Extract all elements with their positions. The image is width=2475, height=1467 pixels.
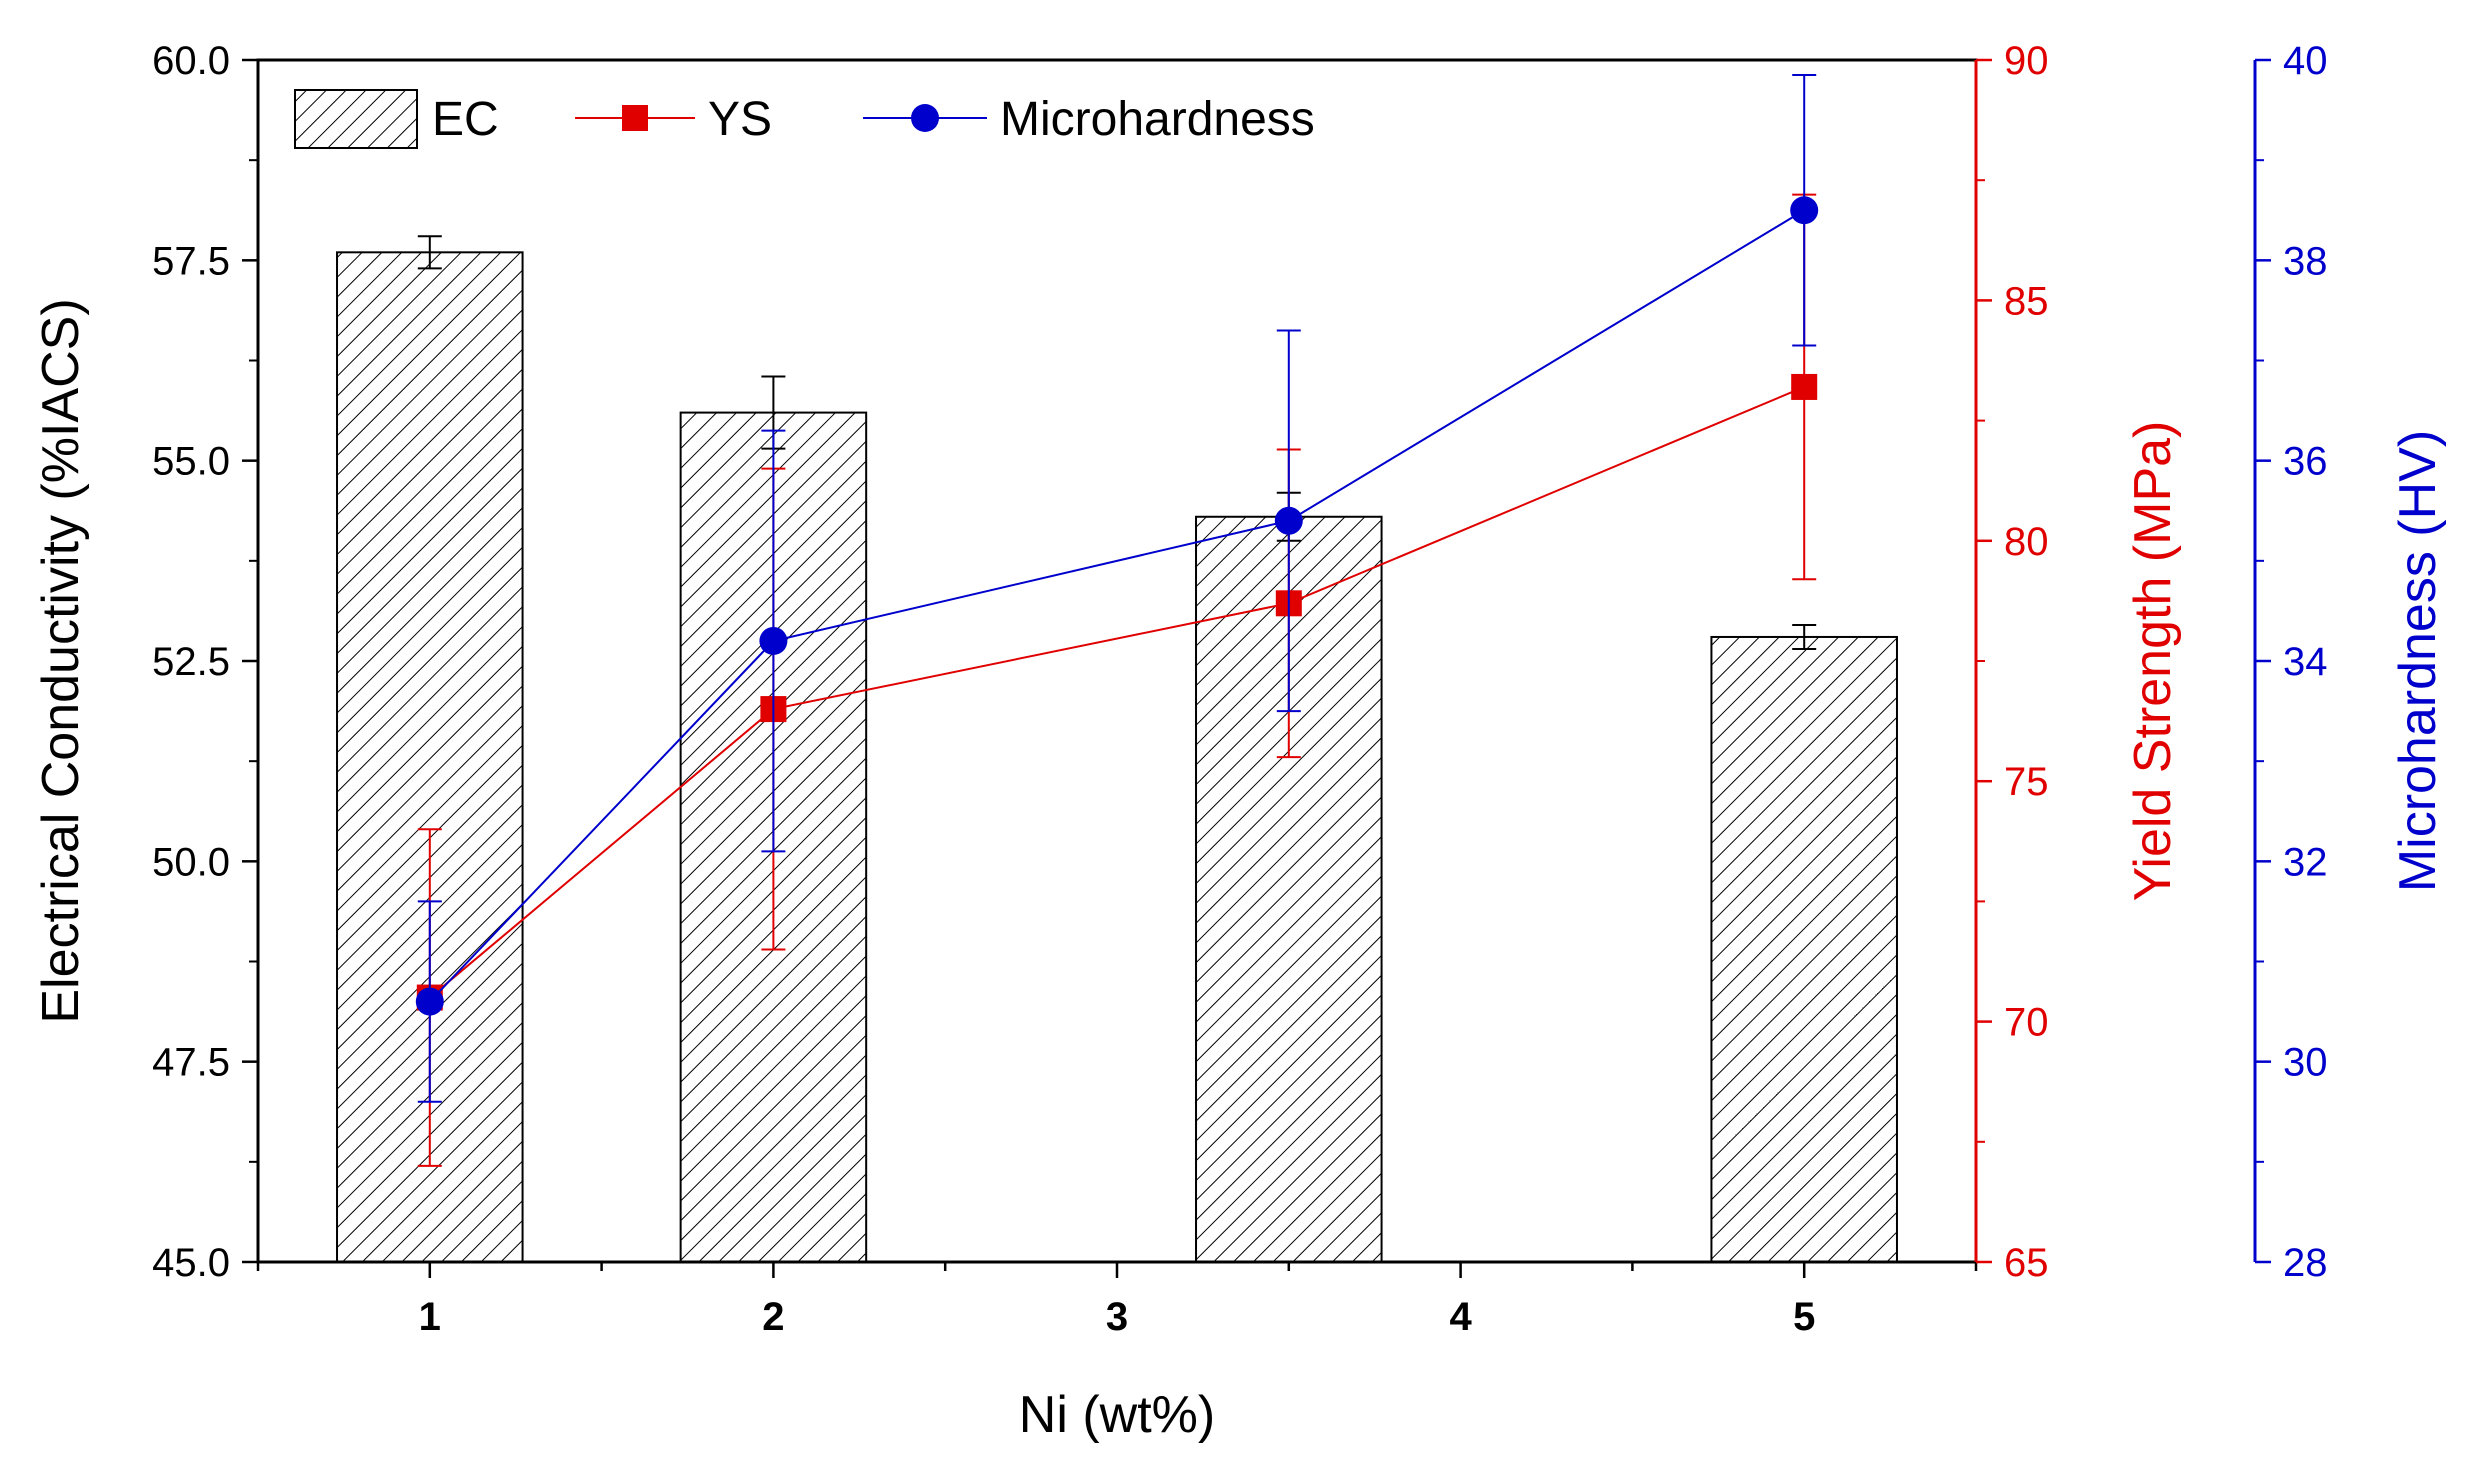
left-tick-label-0: 45.0 bbox=[152, 1241, 230, 1285]
left-axis: 45.0 47.5 50.0 52.5 55.0 57.5 60.0 bbox=[152, 39, 258, 1285]
right2-tick-label-5: 38 bbox=[2283, 239, 2328, 283]
right1-tick-label-5: 90 bbox=[2004, 39, 2049, 83]
legend: EC YS Microhardness bbox=[294, 89, 1315, 149]
microhardness-point-3 bbox=[1274, 506, 1303, 535]
microhardness-axis-title: Microhardness (HV) bbox=[2389, 430, 2447, 892]
legend-ec-swatch bbox=[294, 89, 418, 149]
microhardness-axis: 28 30 32 34 36 38 40 bbox=[2253, 39, 2328, 1285]
microhardness-point-2 bbox=[759, 626, 788, 655]
x-axis: 1 2 3 4 5 bbox=[256, 1262, 1978, 1339]
right2-tick-label-4: 36 bbox=[2283, 440, 2328, 484]
left-tick-label-5: 57.5 bbox=[152, 239, 230, 283]
series-layer bbox=[415, 74, 1819, 1167]
x-tick-label-1: 1 bbox=[419, 1295, 441, 1339]
legend-mh-marker bbox=[911, 104, 939, 132]
legend-ys-label: YS bbox=[708, 93, 772, 146]
x-tick-label-4: 4 bbox=[1449, 1295, 1472, 1339]
ys-line bbox=[429, 386, 1805, 999]
right1-tick-label-4: 85 bbox=[2004, 279, 2049, 323]
legend-mh-label: Microhardness bbox=[1000, 93, 1315, 146]
right1-tick-label-0: 65 bbox=[2004, 1241, 2049, 1285]
right2-tick-label-3: 34 bbox=[2283, 640, 2328, 684]
microhardness-line bbox=[429, 209, 1805, 1003]
right2-tick-label-1: 30 bbox=[2283, 1041, 2328, 1085]
microhardness-point-4 bbox=[1790, 196, 1819, 225]
x-tick-label-5: 5 bbox=[1793, 1295, 1815, 1339]
right2-tick-label-2: 32 bbox=[2283, 840, 2328, 884]
right1-tick-label-2: 75 bbox=[2004, 760, 2049, 804]
microhardness-point-1 bbox=[415, 987, 444, 1016]
right2-tick-label-6: 40 bbox=[2283, 39, 2328, 83]
x-tick-label-2: 2 bbox=[762, 1295, 784, 1339]
legend-ys-marker bbox=[622, 105, 648, 131]
legend-ec-label: EC bbox=[432, 93, 499, 146]
bars-layer bbox=[336, 235, 1898, 1263]
ec-bar-4 bbox=[1710, 635, 1898, 1263]
left-tick-label-1: 47.5 bbox=[152, 1041, 230, 1085]
left-tick-label-4: 55.0 bbox=[152, 440, 230, 484]
left-tick-label-6: 60.0 bbox=[152, 39, 230, 83]
left-tick-label-3: 52.5 bbox=[152, 640, 230, 684]
left-axis-title: Electrical Conductivity (%IACS) bbox=[32, 298, 90, 1023]
left-tick-label-2: 50.0 bbox=[152, 840, 230, 884]
yield-strength-axis: 65 70 75 80 85 90 bbox=[1974, 39, 2049, 1285]
right1-tick-label-1: 70 bbox=[2004, 1001, 2049, 1045]
ys-point-4 bbox=[1791, 373, 1818, 400]
right1-tick-label-3: 80 bbox=[2004, 520, 2049, 564]
right2-tick-label-0: 28 bbox=[2283, 1241, 2328, 1285]
x-axis-title: Ni (wt%) bbox=[1019, 1386, 1215, 1444]
yield-strength-axis-title: Yield Strength (MPa) bbox=[2124, 421, 2182, 902]
x-tick-label-3: 3 bbox=[1106, 1295, 1128, 1339]
